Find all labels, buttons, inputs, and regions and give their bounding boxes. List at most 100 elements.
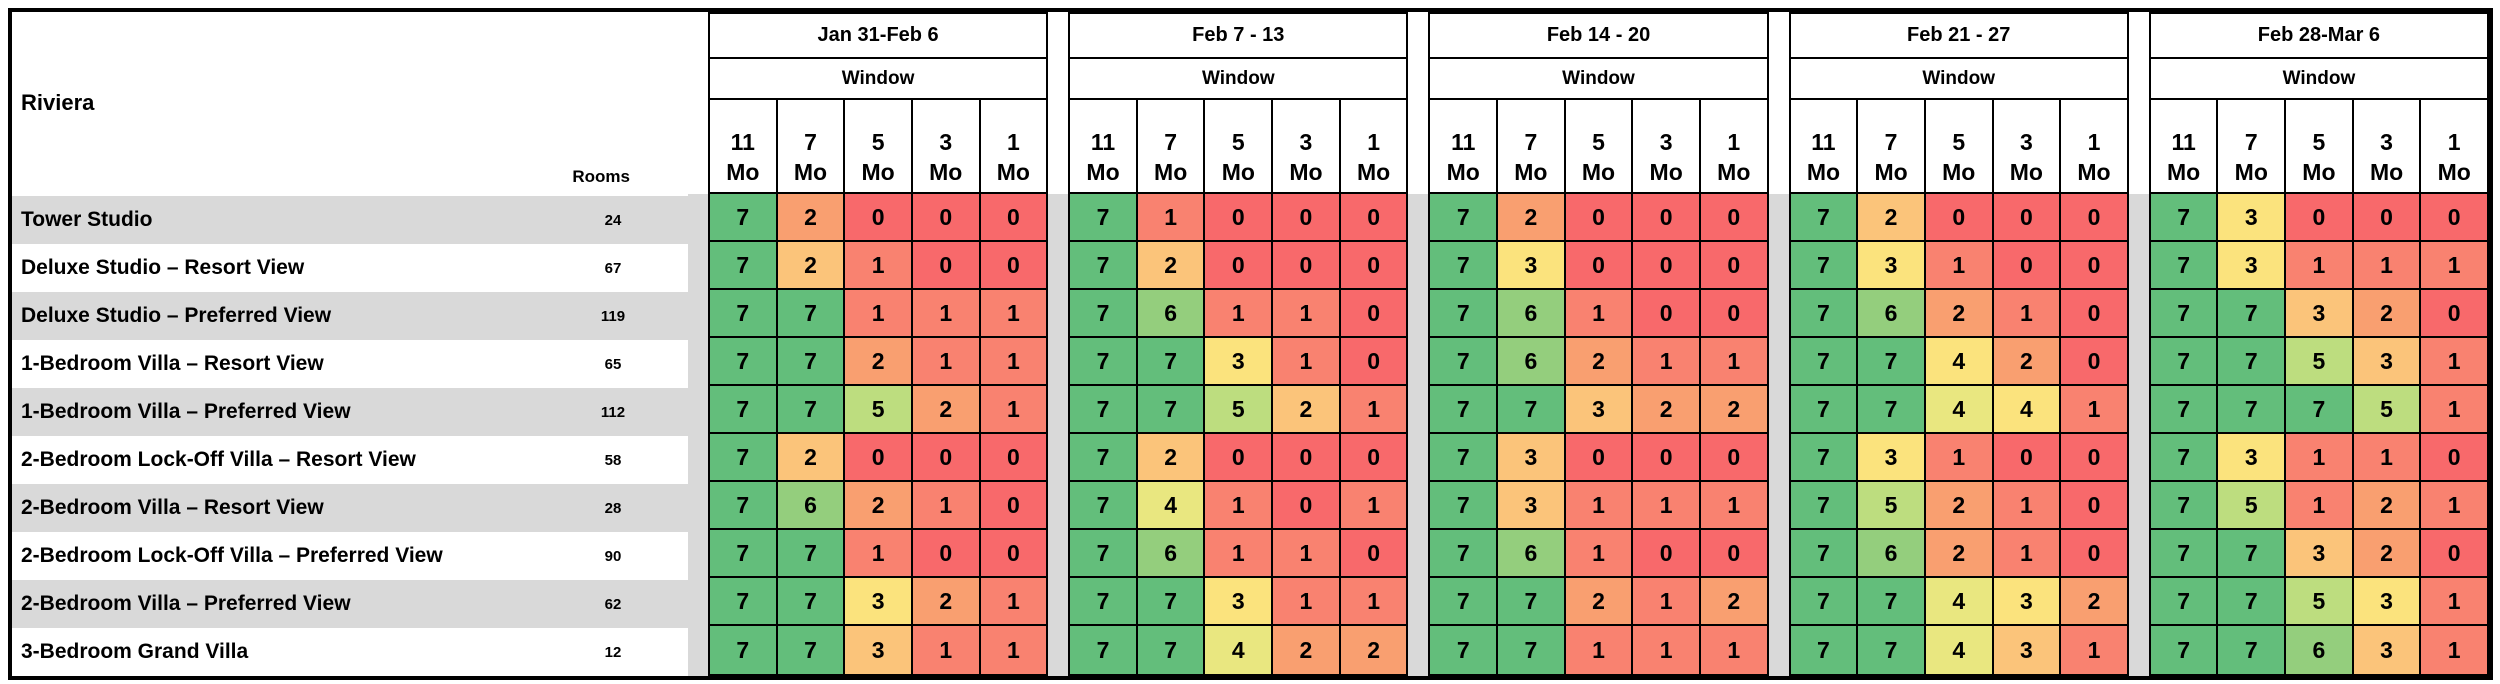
availability-cell[interactable]: 7 <box>2150 194 2219 242</box>
availability-cell[interactable]: 7 <box>1430 482 1499 530</box>
availability-cell[interactable]: 1 <box>1993 530 2062 578</box>
availability-cell[interactable]: 7 <box>1790 194 1859 242</box>
availability-cell[interactable]: 0 <box>980 194 1047 242</box>
availability-cell[interactable]: 2 <box>1993 338 2062 386</box>
window-months-header-cell[interactable]: 1 Mo <box>2419 100 2487 192</box>
availability-cell[interactable]: 0 <box>980 530 1047 578</box>
availability-cell[interactable]: 1 <box>2421 338 2488 386</box>
availability-cell[interactable]: 1 <box>1205 530 1274 578</box>
window-header-cell[interactable]: Window <box>1790 59 2127 100</box>
availability-cell[interactable]: 1 <box>912 290 981 338</box>
availability-cell[interactable]: 2 <box>1137 242 1206 290</box>
availability-cell[interactable]: 7 <box>1790 530 1859 578</box>
availability-cell[interactable]: 1 <box>1633 626 1701 674</box>
availability-cell[interactable]: 7 <box>1498 386 1566 434</box>
availability-cell[interactable]: 7 <box>1430 338 1499 386</box>
availability-cell[interactable]: 3 <box>1858 242 1926 290</box>
room-type-label-cell[interactable]: Deluxe Studio – Preferred View <box>21 304 332 327</box>
availability-cell[interactable]: 7 <box>777 290 846 338</box>
availability-cell[interactable]: 1 <box>1925 434 1994 482</box>
availability-cell[interactable]: 1 <box>2421 626 2488 674</box>
availability-cell[interactable]: 7 <box>1070 242 1138 290</box>
availability-cell[interactable]: 0 <box>1340 434 1407 482</box>
availability-cell[interactable]: 1 <box>980 386 1047 434</box>
week-range-header-cell[interactable]: Feb 21 - 27 <box>1790 14 2127 59</box>
room-type-label-cell[interactable]: 2-Bedroom Villa – Resort View <box>21 496 324 519</box>
availability-cell[interactable]: 1 <box>845 242 913 290</box>
availability-cell[interactable]: 0 <box>1565 434 1634 482</box>
availability-cell[interactable]: 6 <box>1137 290 1206 338</box>
availability-cell[interactable]: 2 <box>777 194 846 242</box>
availability-cell[interactable]: 6 <box>1137 530 1206 578</box>
availability-cell[interactable]: 0 <box>1205 434 1274 482</box>
availability-cell[interactable]: 3 <box>2353 578 2422 626</box>
availability-cell[interactable]: 6 <box>1498 338 1566 386</box>
availability-cell[interactable]: 1 <box>2421 578 2488 626</box>
availability-cell[interactable]: 0 <box>845 434 913 482</box>
availability-cell[interactable]: 2 <box>1340 626 1407 674</box>
availability-cell[interactable]: 7 <box>1430 434 1499 482</box>
availability-cell[interactable]: 3 <box>845 626 913 674</box>
week-range-header-cell[interactable]: Feb 14 - 20 <box>1430 14 1767 59</box>
window-header-cell[interactable]: Window <box>1430 59 1767 100</box>
availability-cell[interactable]: 1 <box>1700 482 1767 530</box>
availability-cell[interactable]: 7 <box>2218 530 2287 578</box>
availability-cell[interactable]: 3 <box>2353 338 2422 386</box>
window-header-cell[interactable]: Window <box>710 59 1047 100</box>
availability-cell[interactable]: 0 <box>1925 194 1994 242</box>
availability-cell[interactable]: 0 <box>1273 482 1341 530</box>
availability-cell[interactable]: 1 <box>1340 578 1407 626</box>
availability-cell[interactable]: 7 <box>710 242 778 290</box>
availability-cell[interactable]: 2 <box>1273 626 1341 674</box>
availability-cell[interactable]: 0 <box>1700 434 1767 482</box>
window-months-header-cell[interactable]: 3 Mo <box>1631 100 1699 192</box>
availability-cell[interactable]: 7 <box>1430 386 1499 434</box>
availability-cell[interactable]: 7 <box>710 482 778 530</box>
availability-cell[interactable]: 7 <box>1858 578 1926 626</box>
availability-cell[interactable]: 1 <box>1565 482 1634 530</box>
availability-cell[interactable]: 2 <box>1633 386 1701 434</box>
availability-cell[interactable]: 7 <box>1858 338 1926 386</box>
window-months-header-cell[interactable]: 5 Mo <box>1923 100 1992 192</box>
week-range-header-cell[interactable]: Feb 7 - 13 <box>1070 14 1407 59</box>
availability-cell[interactable]: 7 <box>2150 338 2219 386</box>
availability-cell[interactable]: 7 <box>777 386 846 434</box>
window-months-header-cell[interactable]: 3 Mo <box>1991 100 2060 192</box>
window-months-header-cell[interactable]: 5 Mo <box>1563 100 1632 192</box>
availability-cell[interactable]: 5 <box>845 386 913 434</box>
window-header-cell[interactable]: Window <box>2150 59 2488 100</box>
room-type-label-cell[interactable]: Deluxe Studio – Resort View <box>21 256 305 279</box>
availability-cell[interactable]: 2 <box>2061 578 2127 626</box>
availability-cell[interactable]: 2 <box>845 482 913 530</box>
window-months-header-cell[interactable]: 3 Mo <box>1271 100 1339 192</box>
room-type-label-cell[interactable]: Tower Studio <box>21 208 153 231</box>
availability-cell[interactable]: 1 <box>1993 482 2062 530</box>
window-months-header-cell[interactable]: 1 Mo <box>1698 100 1767 192</box>
rooms-count-cell[interactable]: 58 <box>604 451 622 469</box>
availability-cell[interactable]: 0 <box>1700 530 1767 578</box>
resort-title[interactable]: Riviera <box>21 90 95 115</box>
availability-cell[interactable]: 7 <box>1790 434 1859 482</box>
availability-cell[interactable]: 7 <box>1790 578 1859 626</box>
window-months-header-cell[interactable]: 3 Mo <box>2351 100 2420 192</box>
availability-cell[interactable]: 7 <box>777 578 846 626</box>
availability-cell[interactable]: 7 <box>1430 242 1499 290</box>
availability-cell[interactable]: 7 <box>777 530 846 578</box>
rooms-count-cell[interactable]: 62 <box>604 595 622 613</box>
availability-cell[interactable]: 0 <box>2286 194 2354 242</box>
availability-cell[interactable]: 7 <box>1430 530 1499 578</box>
availability-cell[interactable]: 4 <box>1925 578 1994 626</box>
availability-cell[interactable]: 3 <box>2218 434 2287 482</box>
rooms-count-cell[interactable]: 67 <box>604 259 622 277</box>
availability-cell[interactable]: 4 <box>1137 482 1206 530</box>
rooms-count-cell[interactable]: 90 <box>604 547 622 565</box>
availability-cell[interactable]: 1 <box>2286 242 2354 290</box>
availability-cell[interactable]: 2 <box>2353 290 2422 338</box>
window-months-header-cell[interactable]: 11 Mo <box>1430 100 1496 192</box>
availability-cell[interactable]: 7 <box>2150 242 2219 290</box>
availability-cell[interactable]: 2 <box>1925 290 1994 338</box>
rooms-count-cell[interactable]: 12 <box>604 643 622 661</box>
availability-cell[interactable]: 0 <box>912 194 981 242</box>
availability-cell[interactable]: 5 <box>2286 578 2354 626</box>
availability-cell[interactable]: 0 <box>1340 194 1407 242</box>
